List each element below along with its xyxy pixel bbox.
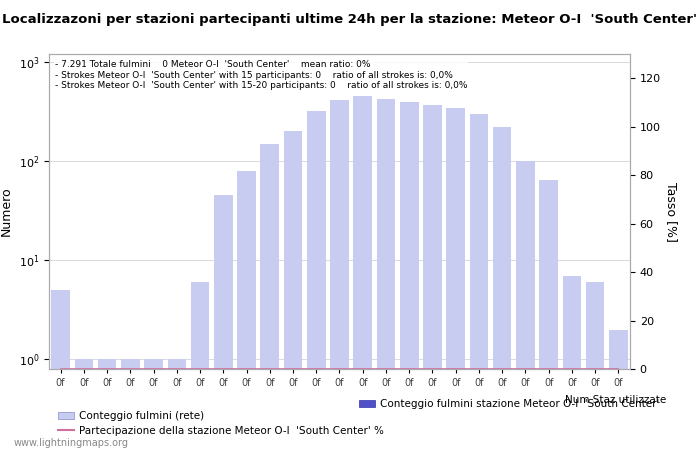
- Bar: [424, 105, 442, 450]
- Bar: [121, 360, 139, 450]
- Text: Localizzazoni per stazioni partecipanti ultime 24h per la stazione: Meteor O-I  : Localizzazoni per stazioni partecipanti …: [3, 14, 697, 27]
- Bar: [540, 180, 558, 450]
- Bar: [75, 360, 93, 450]
- Bar: [400, 103, 419, 450]
- Bar: [586, 282, 604, 450]
- Bar: [470, 114, 488, 450]
- Bar: [191, 282, 209, 450]
- Bar: [98, 360, 116, 450]
- Bar: [493, 127, 512, 450]
- Bar: [377, 99, 395, 450]
- Bar: [167, 360, 186, 450]
- Bar: [354, 96, 372, 450]
- Bar: [307, 111, 326, 450]
- Bar: [447, 108, 465, 450]
- Y-axis label: Numero: Numero: [0, 187, 13, 236]
- Bar: [237, 171, 256, 450]
- Bar: [563, 275, 581, 450]
- Bar: [214, 195, 232, 450]
- Legend: Conteggio fulmini (rete), Partecipazione della stazione Meteor O-I  'South Cente: Conteggio fulmini (rete), Partecipazione…: [54, 407, 388, 440]
- Text: www.lightningmaps.org: www.lightningmaps.org: [14, 438, 129, 448]
- Bar: [144, 360, 163, 450]
- Text: Num Staz utilizzate: Num Staz utilizzate: [566, 395, 666, 405]
- Bar: [609, 329, 628, 450]
- Bar: [330, 100, 349, 450]
- Bar: [260, 144, 279, 450]
- Text: - 7.291 Totale fulmini    0 Meteor O-I  'South Center'    mean ratio: 0%
- Strok: - 7.291 Totale fulmini 0 Meteor O-I 'Sou…: [55, 60, 468, 90]
- Bar: [516, 161, 535, 450]
- Bar: [284, 131, 302, 450]
- Bar: [51, 290, 70, 450]
- Legend: Conteggio fulmini stazione Meteor O-I  'South Center': Conteggio fulmini stazione Meteor O-I 'S…: [355, 395, 664, 413]
- Y-axis label: Tasso [%]: Tasso [%]: [664, 181, 678, 242]
